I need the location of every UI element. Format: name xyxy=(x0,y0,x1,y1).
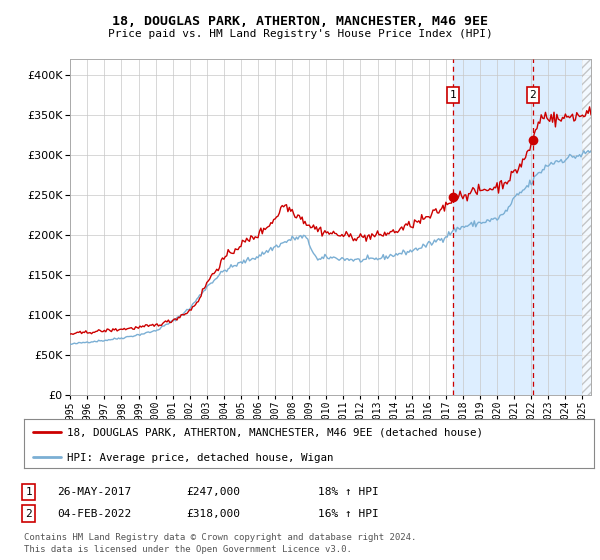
Text: 26-MAY-2017: 26-MAY-2017 xyxy=(57,487,131,497)
Text: £318,000: £318,000 xyxy=(186,508,240,519)
Text: 18, DOUGLAS PARK, ATHERTON, MANCHESTER, M46 9EE (detached house): 18, DOUGLAS PARK, ATHERTON, MANCHESTER, … xyxy=(67,428,483,438)
Text: Price paid vs. HM Land Registry's House Price Index (HPI): Price paid vs. HM Land Registry's House … xyxy=(107,29,493,39)
Text: 16% ↑ HPI: 16% ↑ HPI xyxy=(318,508,379,519)
Text: 2: 2 xyxy=(25,508,32,519)
Text: 18, DOUGLAS PARK, ATHERTON, MANCHESTER, M46 9EE: 18, DOUGLAS PARK, ATHERTON, MANCHESTER, … xyxy=(112,15,488,28)
Text: 1: 1 xyxy=(25,487,32,497)
Text: 04-FEB-2022: 04-FEB-2022 xyxy=(57,508,131,519)
Text: Contains HM Land Registry data © Crown copyright and database right 2024.: Contains HM Land Registry data © Crown c… xyxy=(24,533,416,542)
Text: 1: 1 xyxy=(449,90,456,100)
Text: HPI: Average price, detached house, Wigan: HPI: Average price, detached house, Wiga… xyxy=(67,453,333,463)
Text: £247,000: £247,000 xyxy=(186,487,240,497)
Text: 18% ↑ HPI: 18% ↑ HPI xyxy=(318,487,379,497)
Text: This data is licensed under the Open Government Licence v3.0.: This data is licensed under the Open Gov… xyxy=(24,545,352,554)
Text: 2: 2 xyxy=(529,90,536,100)
Bar xyxy=(453,59,591,395)
Bar xyxy=(583,59,591,395)
